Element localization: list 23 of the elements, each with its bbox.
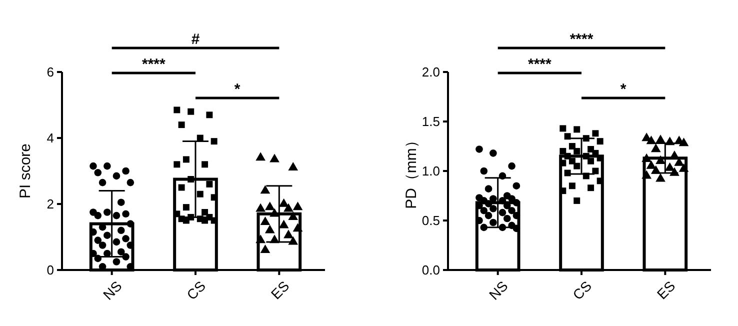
y-tick-label: 1.0 <box>422 164 440 179</box>
x-tick-label: NS <box>486 278 511 303</box>
y-tick-label: 1.5 <box>422 114 440 130</box>
y-tick-label: 2 <box>46 196 54 212</box>
x-tick-label: CS <box>569 278 595 303</box>
y-tick-label: 0.0 <box>422 262 440 278</box>
x-tick-label: ES <box>268 278 292 302</box>
text: **** <box>570 31 594 48</box>
annotation: **** <box>142 56 166 73</box>
x-tick-label: NS <box>100 278 125 303</box>
annotation: * <box>620 81 626 98</box>
x-tick-label: ES <box>654 278 678 302</box>
x-tick-label: CS <box>183 278 209 303</box>
y-tick-label: 4 <box>46 130 54 146</box>
y-tick-label: 0.5 <box>422 213 440 228</box>
y-tick-label: 2.0 <box>422 64 440 80</box>
y-axis-title: PI score <box>17 143 34 199</box>
annotation: * <box>234 81 240 98</box>
y-axis-title: PD（mm） <box>403 133 420 209</box>
annotation: **** <box>528 56 552 73</box>
y-tick-label: 0 <box>46 262 54 278</box>
y-tick-label: 6 <box>46 64 54 80</box>
text: # <box>191 31 200 48</box>
